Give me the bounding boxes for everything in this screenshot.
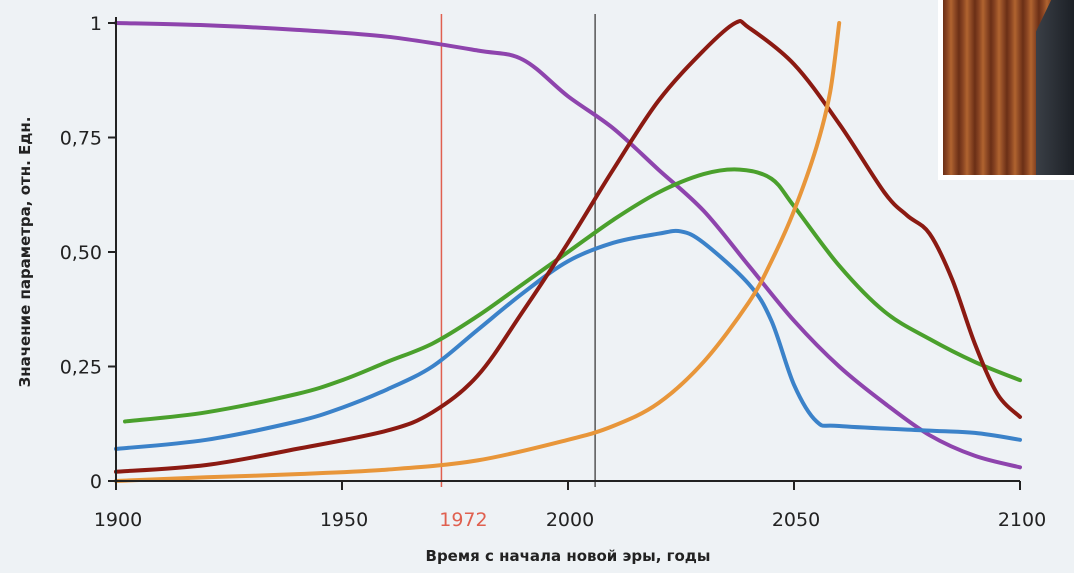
y-tick-label: 0,75 xyxy=(60,128,102,150)
marker-label-0: 1972 xyxy=(439,509,487,531)
y-tick-label: 0 xyxy=(90,471,102,493)
series-line-5 xyxy=(114,21,842,483)
y-tick-label: 1 xyxy=(90,13,102,35)
axes-group: 0 0,25 0,50 0,75 1 1900 1950 2000 2050 2100 1972 xyxy=(60,13,1046,531)
series-line-2 xyxy=(123,167,1022,424)
x-tick-label: 2050 xyxy=(772,509,820,531)
x-tick-label: 2000 xyxy=(546,509,594,531)
y-axis-title: Значение параметра, отн. Едн. xyxy=(16,117,34,388)
series-line-3 xyxy=(114,228,1022,451)
y-tick-label: 0,25 xyxy=(60,357,102,379)
series-group xyxy=(114,14,1022,487)
video-thumbnail xyxy=(938,0,1074,180)
series-line-4 xyxy=(114,18,1022,474)
x-tick-label: 2100 xyxy=(998,509,1046,531)
series-line-1 xyxy=(114,21,1022,470)
x-tick-label: 1900 xyxy=(94,509,142,531)
y-tick-label: 0,50 xyxy=(60,242,102,264)
x-axis-title: Время с начала новой эры, годы xyxy=(426,547,711,565)
overlay-shadow xyxy=(1036,0,1074,175)
x-tick-label: 1950 xyxy=(320,509,368,531)
